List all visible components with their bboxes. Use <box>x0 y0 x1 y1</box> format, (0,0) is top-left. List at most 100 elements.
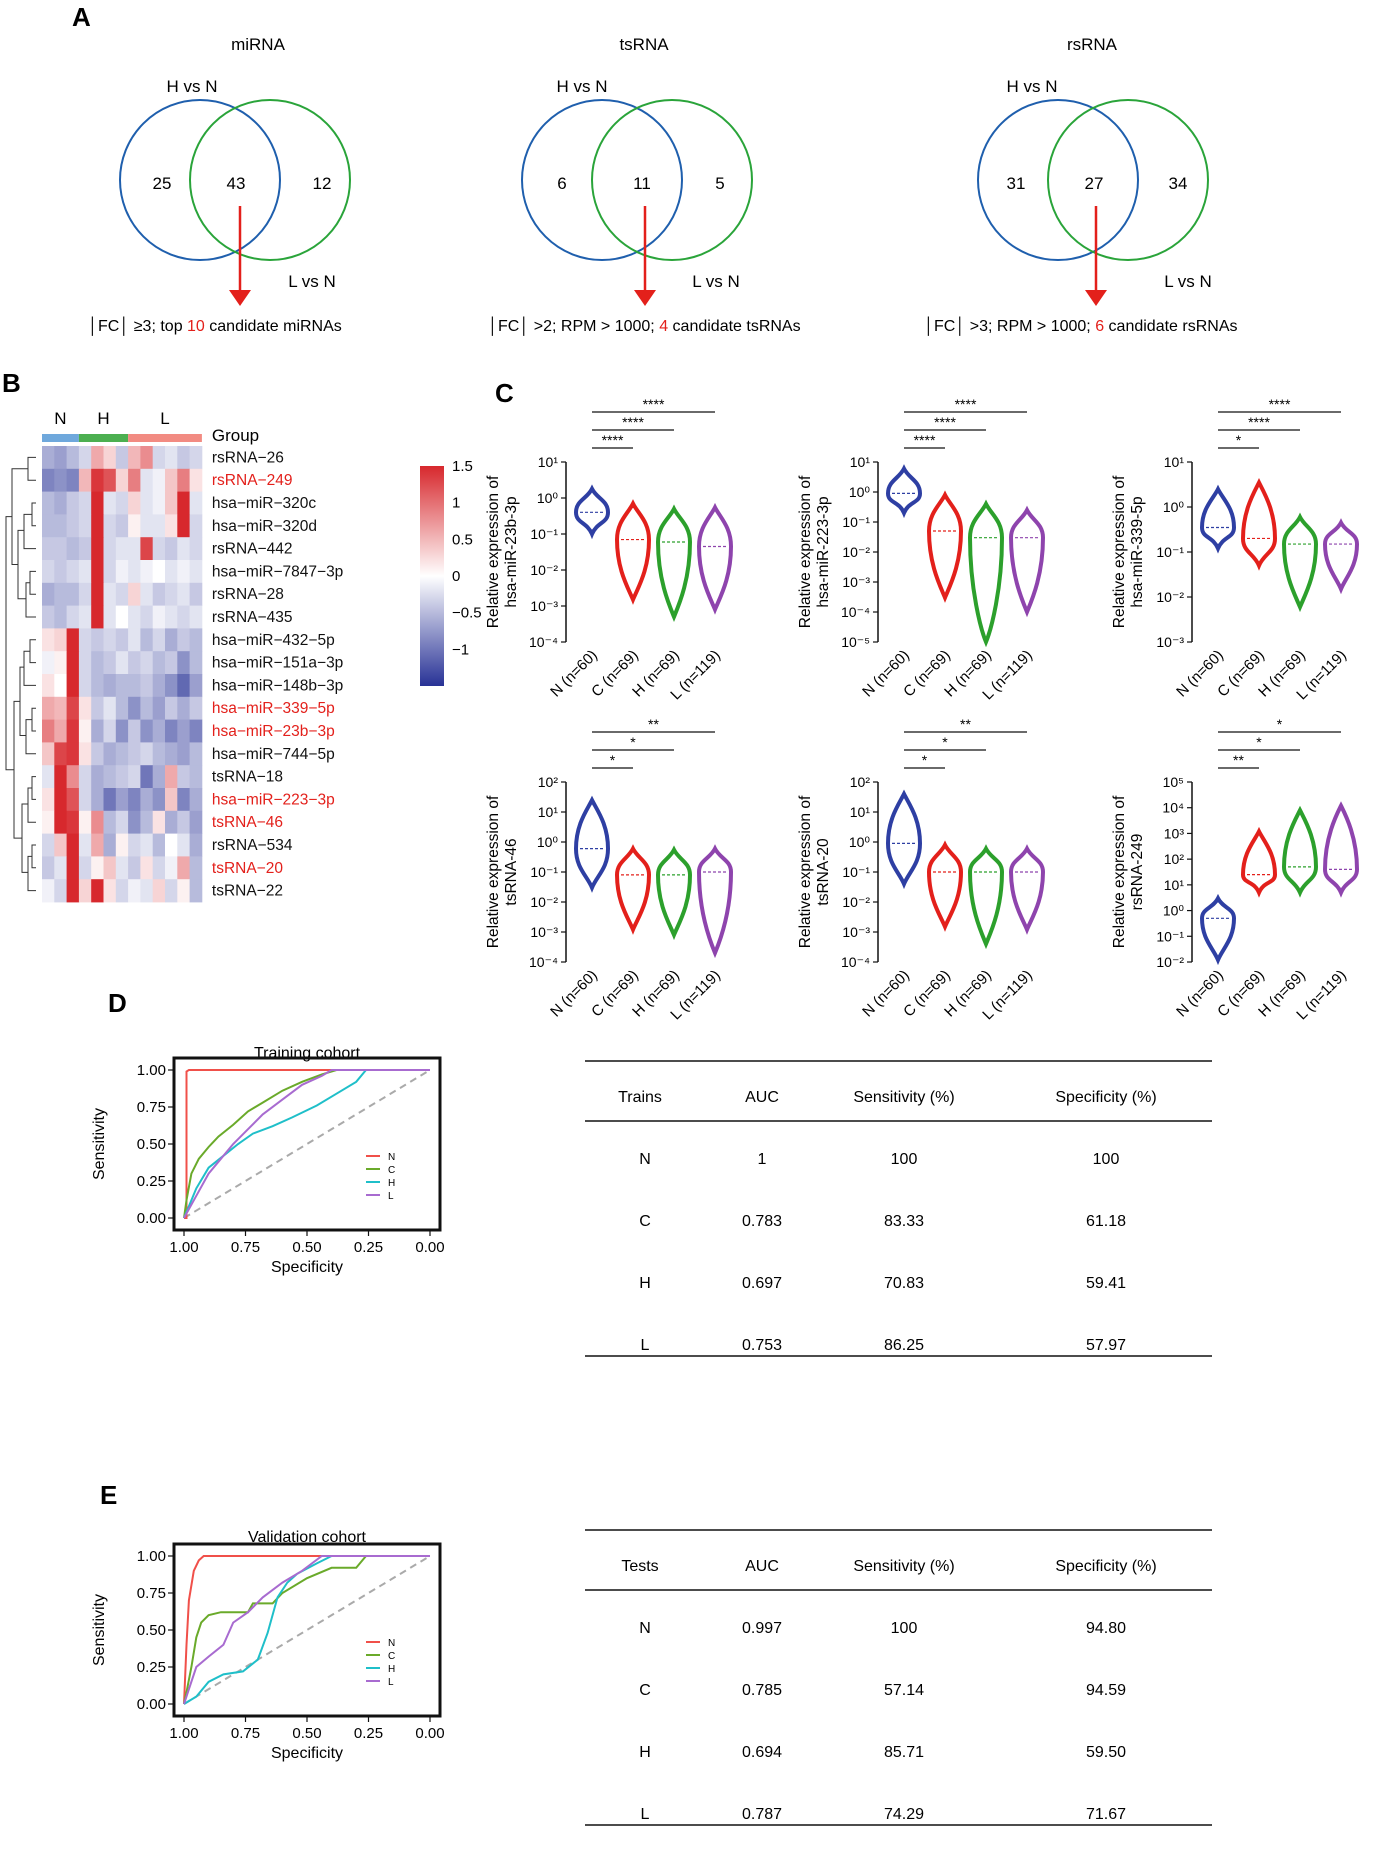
heatmap-cell <box>42 582 55 606</box>
y-tick-label: 10⁻⁴ <box>529 634 558 650</box>
significance-label: **** <box>602 432 624 448</box>
venn-left-label: H vs N <box>1007 77 1058 96</box>
heatmap-row-label: rsRNA−28 <box>212 586 284 603</box>
heatmap-cell <box>165 537 178 561</box>
heatmap-cell <box>78 560 92 584</box>
venn-left-count: 31 <box>1007 174 1026 193</box>
heatmap-cell <box>78 446 92 470</box>
heatmap-cell <box>140 765 154 789</box>
venn-overlap-count: 27 <box>1085 174 1104 193</box>
y-tick-label: 10⁻³ <box>530 598 558 614</box>
venn-arrow-head <box>1085 290 1107 306</box>
table-cell: 59.41 <box>1086 1275 1126 1292</box>
color-scale-tick: 0.5 <box>452 531 473 548</box>
heatmap-cell <box>115 446 129 470</box>
heatmap-cell <box>91 879 104 903</box>
table-cell: 0.997 <box>742 1620 782 1637</box>
heatmap-cell <box>152 719 166 743</box>
venn-criteria: │FC│ ≥3; top 10 candidate miRNAs <box>88 316 342 336</box>
significance-label: ** <box>1233 752 1244 768</box>
y-tick-label: 10⁻² <box>530 562 558 578</box>
heatmap-cell <box>78 674 92 698</box>
heatmap-cell <box>78 719 92 743</box>
heatmap-row-label: rsRNA−249 <box>212 472 293 489</box>
heatmap-cell <box>78 491 92 515</box>
y-tick-label: 0.50 <box>137 1622 166 1639</box>
heatmap-cell <box>177 674 190 698</box>
significance-label: * <box>1277 716 1283 732</box>
heatmap-cell <box>140 605 154 629</box>
heatmap-cell <box>103 742 117 766</box>
heatmap-row-label: rsRNA−442 <box>212 541 293 558</box>
heatmap-cell <box>152 696 166 720</box>
heatmap-dendrogram <box>5 456 36 892</box>
venn-left-count: 6 <box>557 174 566 193</box>
group-label-N: N <box>54 409 66 428</box>
violin-plot-0: 10⁻⁴ 10⁻³ 10⁻² 10⁻¹ 10⁰ 10¹ Relative expressio… <box>485 396 734 703</box>
heatmap-cell <box>91 537 104 561</box>
violin-3 <box>1008 505 1046 618</box>
heatmap-cell <box>177 833 190 857</box>
heatmap-cell <box>189 696 203 720</box>
venn-right-count: 12 <box>313 174 332 193</box>
heatmap-cell <box>78 856 92 880</box>
heatmap-cell <box>177 856 190 880</box>
heatmap-cell <box>115 856 129 880</box>
heatmap-cell <box>91 833 104 857</box>
heatmap-cell <box>140 788 154 812</box>
heatmap-cell <box>66 765 80 789</box>
x-tick-label: 0.75 <box>231 1239 260 1256</box>
heatmap-cell <box>165 696 178 720</box>
heatmap-cell <box>66 514 80 538</box>
heatmap-cell <box>189 810 203 834</box>
y-tick-label: 10¹ <box>1164 877 1185 893</box>
heatmap-cell <box>165 719 178 743</box>
y-axis-label-line2: hsa-miR-23b-3p <box>503 496 520 607</box>
heatmap-cell <box>177 742 190 766</box>
heatmap-cell <box>177 810 190 834</box>
y-tick-label: 10⁻³ <box>842 574 870 590</box>
heatmap-cell <box>42 788 55 812</box>
heatmap-cell <box>152 810 166 834</box>
heatmap-cell <box>165 879 178 903</box>
heatmap-cell <box>78 742 92 766</box>
table-header: Trains <box>618 1089 662 1106</box>
venn-right-circle <box>189 99 351 261</box>
heatmap-cell <box>140 833 154 857</box>
table-cell: 100 <box>891 1620 918 1637</box>
table-cell: 100 <box>891 1151 918 1168</box>
heatmap-cell <box>103 468 117 492</box>
significance-label: **** <box>622 414 644 430</box>
heatmap-cell <box>54 674 67 698</box>
heatmap-cell <box>165 856 178 880</box>
venn-criteria-pre: │FC│ ≥3; top <box>88 316 187 336</box>
heatmap-cell <box>91 514 104 538</box>
heatmap-cell <box>177 765 190 789</box>
violin-3 <box>1008 844 1046 935</box>
table-row: N 0.997 100 94.80 <box>639 1620 1126 1637</box>
heatmap-cell <box>165 605 178 629</box>
violin-plot-2: 10⁻³ 10⁻² 10⁻¹ 10⁰ 10¹ Relative expression of… <box>1111 396 1360 703</box>
heatmap-cell <box>115 537 129 561</box>
heatmap-cell <box>42 879 55 903</box>
table-cell: 85.71 <box>884 1744 924 1761</box>
heatmap-cell <box>42 514 55 538</box>
violin-1 <box>926 490 964 603</box>
y-tick-label: 10⁻⁴ <box>841 604 870 620</box>
heatmap-cell <box>91 651 104 675</box>
violin-0 <box>573 484 611 540</box>
violin-3 <box>1322 801 1360 898</box>
heatmap-cell <box>103 582 117 606</box>
heatmap-cell <box>177 696 190 720</box>
heatmap-cell <box>103 856 117 880</box>
heatmap-row-label: hsa−miR−320c <box>212 495 317 512</box>
significance-label: ** <box>648 716 659 732</box>
heatmap-cell <box>54 514 67 538</box>
heatmap-cell <box>54 719 67 743</box>
roc-frame <box>172 1542 442 1718</box>
panel-letter-b: B <box>2 368 21 398</box>
heatmap-cell <box>54 628 67 652</box>
heatmap-row-label: hsa−miR−223−3p <box>212 791 335 808</box>
significance-label: ** <box>960 716 971 732</box>
